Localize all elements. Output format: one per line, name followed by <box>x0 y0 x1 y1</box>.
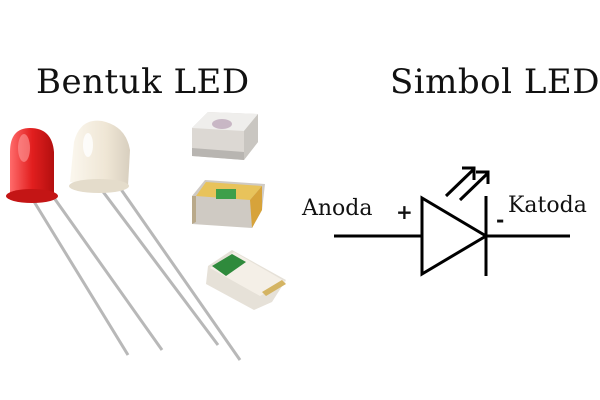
emission-arrow-2 <box>458 171 490 202</box>
plus-sign: + <box>396 200 413 224</box>
white-5mm-led-icon <box>69 120 242 361</box>
smd-led-green-icon <box>206 250 286 310</box>
smd-led-white-icon <box>192 112 258 160</box>
smd-led-yellow-icon <box>192 180 265 228</box>
shape-title: Bentuk LED <box>36 62 250 102</box>
symbol-title: Simbol LED <box>390 62 600 102</box>
anode-label: Anoda <box>302 196 373 221</box>
cathode-label: Katoda <box>508 193 587 218</box>
minus-sign: - <box>496 208 505 232</box>
emission-arrow-1 <box>444 167 476 198</box>
diode-triangle <box>420 195 489 277</box>
red-5mm-led-icon <box>6 128 164 356</box>
led-symbol-diagram <box>334 166 570 277</box>
